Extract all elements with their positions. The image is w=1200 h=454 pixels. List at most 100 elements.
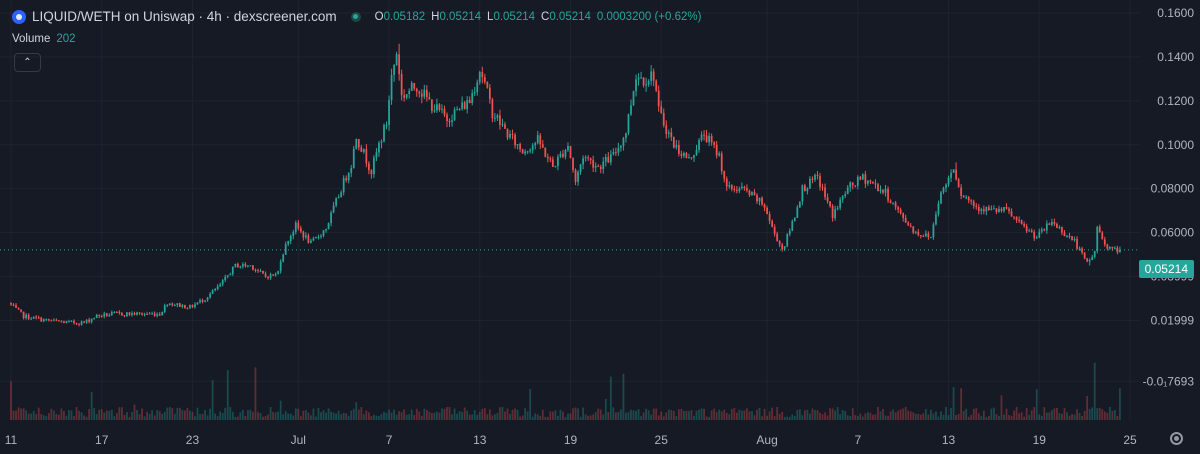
volume-bar: [846, 415, 849, 420]
candle-body: [546, 156, 549, 159]
volume-bar: [441, 408, 443, 420]
volume-bar: [942, 414, 945, 420]
time-axis[interactable]: 11 17 23 Jul 7 13 19 25 Aug 7 13 19 25: [5, 433, 1137, 447]
candle-body: [483, 77, 486, 83]
collapse-legend-button[interactable]: ⌃: [14, 53, 41, 72]
candle-body: [713, 142, 716, 145]
volume-bar: [1050, 410, 1053, 420]
volume-bar: [488, 409, 491, 420]
candle-body: [733, 189, 736, 191]
candle-body: [816, 174, 819, 176]
volume-bar: [191, 412, 194, 420]
volume-bar: [1106, 412, 1109, 420]
candle-body: [955, 169, 957, 180]
volume-bar: [849, 416, 852, 420]
volume-bar: [776, 407, 779, 420]
volume-bar: [834, 410, 837, 420]
volume-bar: [501, 407, 504, 420]
candle-body: [647, 81, 650, 85]
volume-bar: [662, 416, 665, 420]
grid-lines: [0, 0, 1140, 420]
candle-body: [148, 313, 151, 315]
volume-bar: [332, 412, 335, 420]
volume-bar: [854, 415, 857, 420]
candle-body: [521, 149, 524, 154]
candle-body: [882, 189, 884, 193]
volume-bar: [1096, 408, 1099, 420]
volume-bar: [55, 413, 58, 420]
volume-bar: [869, 412, 872, 420]
candle-body: [526, 151, 529, 153]
volume-bar: [365, 410, 368, 420]
volume-bar: [98, 409, 101, 420]
volume-bar: [494, 414, 496, 420]
candle-body: [63, 321, 65, 324]
volume-bar: [347, 415, 350, 420]
volume-bar: [584, 414, 587, 420]
candle-body: [1073, 239, 1076, 241]
candle-body: [40, 317, 43, 322]
candle-body: [93, 318, 96, 320]
volume-bar: [587, 415, 590, 420]
candle-body: [1116, 247, 1119, 253]
volume-bar: [511, 409, 514, 420]
volume-bar: [184, 410, 186, 420]
volume-bar: [567, 413, 569, 420]
volume-bar: [133, 404, 136, 420]
volume-bar: [829, 408, 831, 420]
volume-bar: [249, 409, 252, 420]
volume-bar: [68, 409, 70, 420]
volume-bar: [1025, 408, 1028, 420]
candle-body: [105, 313, 108, 316]
gear-icon[interactable]: [1170, 432, 1183, 445]
candle-body: [254, 269, 257, 271]
volume-bar: [960, 388, 963, 420]
candle-body: [395, 54, 398, 66]
volume-bar: [970, 414, 973, 420]
candle-body: [778, 241, 781, 245]
candle-body: [859, 176, 862, 180]
candle-body: [793, 217, 796, 222]
volume-bar: [698, 409, 700, 420]
volume-bar: [272, 412, 274, 420]
volume-bar: [867, 412, 869, 420]
volume-bar: [705, 416, 708, 420]
candle-body: [58, 320, 60, 322]
candle-body: [594, 165, 597, 168]
volume-bar: [627, 411, 630, 420]
volume-bar: [121, 407, 123, 420]
volume-bar: [546, 416, 549, 420]
volume-bar: [965, 408, 968, 420]
candle-body: [927, 233, 930, 238]
price-axis[interactable]: 0.1600 0.1400 0.1200 0.1000 0.08000 0.06000 0.…: [1143, 6, 1195, 388]
candle-body: [589, 158, 592, 161]
volume-bar: [158, 411, 161, 420]
candle-body: [408, 90, 411, 95]
volume-bar: [473, 410, 476, 420]
price-tick-label: 0.1200: [1157, 94, 1194, 108]
candle-body: [431, 99, 433, 112]
candle-body: [398, 54, 401, 75]
candle-body: [373, 157, 375, 175]
volume-bar: [620, 409, 622, 420]
volume-bar: [892, 409, 894, 420]
volume-bar: [947, 415, 950, 420]
volume-bar: [287, 413, 290, 420]
volume-bar: [735, 412, 738, 420]
candle-body: [632, 91, 635, 106]
candle-body: [425, 89, 428, 98]
candle-body: [90, 318, 93, 322]
volume-bar: [90, 392, 93, 420]
volume-bar: [924, 409, 927, 420]
candle-body: [219, 284, 222, 287]
candle-body: [932, 224, 935, 238]
candle-body: [367, 163, 370, 171]
volume-bar: [100, 409, 103, 420]
volume-bar: [1045, 412, 1048, 420]
volume-bar: [418, 411, 421, 420]
candle-body: [975, 205, 978, 207]
volume-bar: [919, 414, 922, 420]
volume-bar: [912, 412, 915, 420]
